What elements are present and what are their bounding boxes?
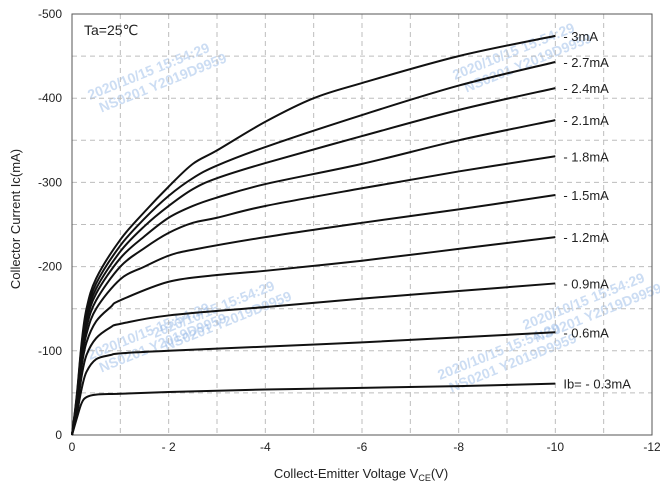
series-line (71, 34, 556, 436)
x-tick-label: - 2 (162, 440, 176, 454)
series-label: Ib= - 0.3mA (563, 377, 631, 392)
series-label: - 1.5mA (563, 188, 609, 203)
series-label: - 1.2mA (563, 230, 609, 245)
grid-layer (72, 14, 652, 435)
series-label: - 1.8mA (563, 149, 609, 164)
x-tick-label: -8 (453, 440, 464, 454)
x-tick-label: -10 (547, 440, 565, 454)
series-label: - 0.6mA (563, 325, 609, 340)
x-axis-title-main: Collect-Emitter Voltage V (274, 466, 419, 481)
y-tick-label: 0 (55, 428, 62, 442)
series-label: - 2.7mA (563, 55, 609, 70)
x-tick-label: 0 (69, 440, 76, 454)
temperature-annotation: Ta=25℃ (84, 22, 138, 38)
series-layer (71, 34, 556, 436)
x-axis-title-subscript: CE (418, 473, 431, 483)
y-tick-label: -400 (38, 91, 62, 105)
plot-frame (71, 13, 653, 436)
tick-label-layer: 0 - 2 -4 -6 -8 -10 -12 0 -100 -200 -300 -400 -500 (38, 7, 660, 454)
x-tick-label: -6 (357, 440, 368, 454)
series-line (71, 382, 556, 436)
y-tick-label: -200 (38, 260, 62, 274)
series-line (71, 331, 556, 436)
series-label-layer: Ib= - 0.3mA - 0.6mA - 0.9mA - 1.2mA - 1.5mA -… (563, 29, 631, 392)
series-label: - 2.1mA (563, 113, 609, 128)
series-label: - 3mA (563, 29, 598, 44)
x-axis-title-unit: (V) (431, 466, 448, 481)
x-tick-label: -4 (260, 440, 271, 454)
series-label: - 2.4mA (563, 81, 609, 96)
y-tick-label: -300 (38, 175, 62, 189)
series-line (71, 282, 556, 436)
y-tick-label: -500 (38, 7, 62, 21)
y-tick-label: -100 (38, 344, 62, 358)
x-axis-title: Collect-Emitter Voltage VCE(V) (274, 466, 448, 483)
y-axis-title: Collector Current Ic(mA) (8, 149, 23, 289)
x-tick-label: -12 (643, 440, 660, 454)
series-label: - 0.9mA (563, 276, 609, 291)
